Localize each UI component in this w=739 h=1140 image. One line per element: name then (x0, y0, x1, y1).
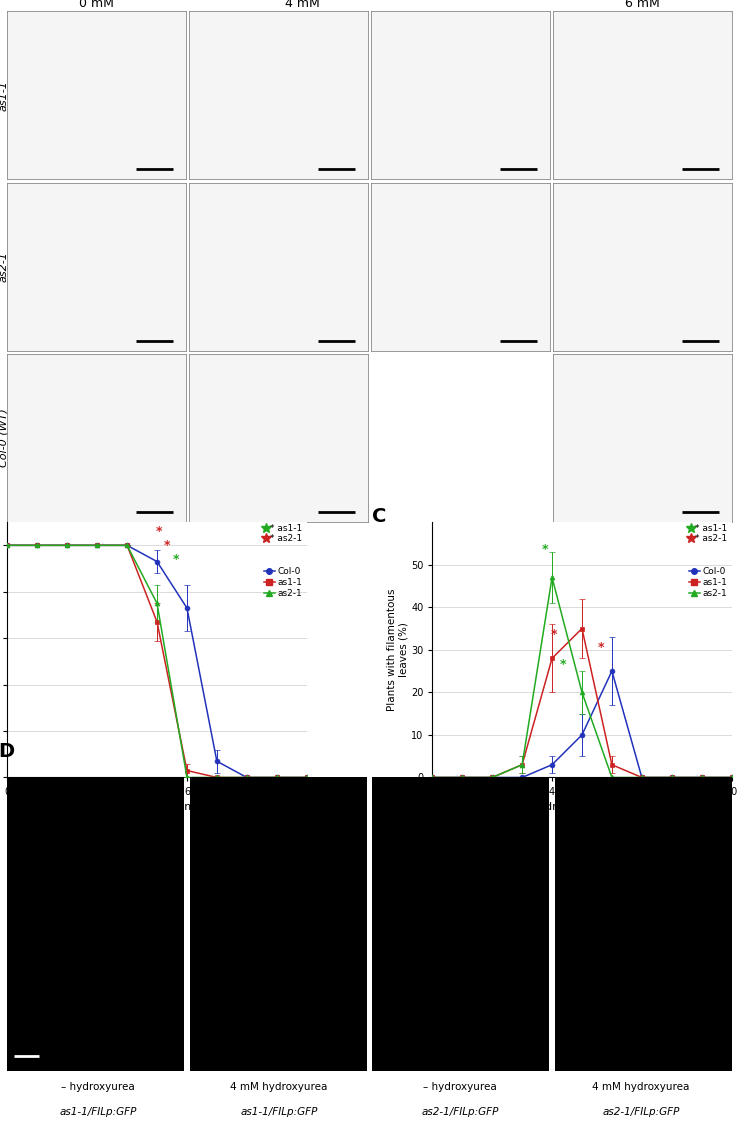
Text: *: * (164, 539, 171, 552)
Text: *: * (551, 628, 556, 642)
Text: – hydroxyurea: – hydroxyurea (423, 1082, 497, 1092)
Y-axis label: Plants with filamentous
leaves (%): Plants with filamentous leaves (%) (386, 588, 408, 711)
Text: D: D (0, 742, 15, 762)
Text: *: * (559, 658, 566, 671)
Text: – hydroxyurea: – hydroxyurea (61, 1082, 134, 1092)
X-axis label: Hydroxyurea (mM): Hydroxyurea (mM) (530, 803, 634, 812)
Legend: Col-0, as1-1, as2-1: Col-0, as1-1, as2-1 (689, 568, 727, 598)
Text: as2-1/FILp:GFP: as2-1/FILp:GFP (421, 1107, 499, 1116)
Legend: Col-0, as1-1, as2-1: Col-0, as1-1, as2-1 (264, 568, 302, 598)
Text: *: * (542, 543, 548, 556)
Text: as2-1/FILp:GFP: as2-1/FILp:GFP (602, 1107, 680, 1116)
Text: C: C (372, 507, 387, 526)
Y-axis label: Col-0 (WT): Col-0 (WT) (0, 409, 8, 467)
Title:             4 mM: 4 mM (237, 0, 320, 10)
Text: 4 mM hydroxyurea: 4 mM hydroxyurea (231, 1082, 327, 1092)
X-axis label: Hydroxyurea (mM): Hydroxyurea (mM) (105, 803, 209, 812)
Title: 0 mM: 0 mM (79, 0, 114, 10)
Title: 6 mM: 6 mM (625, 0, 660, 10)
Y-axis label: as1-1: as1-1 (0, 80, 8, 111)
Text: *: * (598, 641, 605, 654)
Text: as1-1/FILp:GFP: as1-1/FILp:GFP (240, 1107, 318, 1116)
Y-axis label: as2-1: as2-1 (0, 251, 8, 283)
Text: 4 mM hydroxyurea: 4 mM hydroxyurea (593, 1082, 689, 1092)
Text: *: * (173, 553, 180, 567)
Text: *: * (155, 526, 162, 538)
Text: as1-1/FILp:GFP: as1-1/FILp:GFP (59, 1107, 137, 1116)
